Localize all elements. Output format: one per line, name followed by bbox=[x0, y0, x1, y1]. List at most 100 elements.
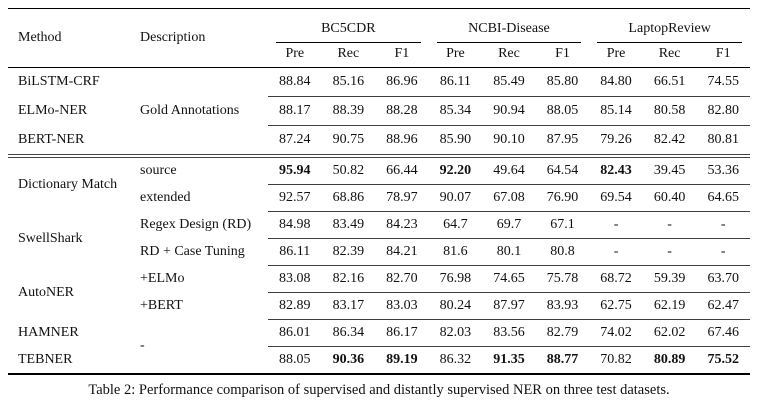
metric-cell: 83.17 bbox=[321, 292, 376, 320]
metric-cell: 83.49 bbox=[321, 211, 376, 239]
metric-cell: 80.24 bbox=[428, 292, 483, 320]
metric-cell: 62.02 bbox=[642, 319, 697, 347]
col-header-pre-ncbi: Pre bbox=[428, 43, 483, 68]
table-row: Dictionary Match source 95.94 50.82 66.44 92.… bbox=[8, 156, 750, 192]
table-row: HAMNER - 86.01 86.34 86.17 82.03 83.56 82.79 74.… bbox=[8, 319, 750, 353]
metric-cell: 82.89 bbox=[268, 292, 322, 320]
metric-cell: 92.57 bbox=[268, 184, 322, 212]
metric-cell: 87.97 bbox=[482, 292, 536, 320]
metric-cell: 87.95 bbox=[535, 125, 590, 158]
metric-cell: 70.82 bbox=[589, 346, 643, 374]
metric-cell: 68.86 bbox=[321, 184, 376, 212]
method-cell: ELMo-NER bbox=[18, 103, 88, 118]
table-row: TEBNER 88.05 90.36 89.19 86.32 91.35 88.77 70.8… bbox=[8, 346, 750, 374]
metric-cell: 68.72 bbox=[589, 265, 643, 293]
description-cell: Regex Design (RD) bbox=[140, 217, 252, 232]
metric-cell: 83.03 bbox=[375, 292, 429, 320]
metric-cell: 67.46 bbox=[696, 319, 750, 347]
metric-cell: 64.54 bbox=[546, 163, 579, 178]
metric-cell: 95.94 bbox=[279, 163, 311, 178]
metric-cell: 85.14 bbox=[589, 96, 643, 126]
metric-cell: 69.7 bbox=[482, 211, 536, 239]
method-cell: HAMNER bbox=[18, 325, 79, 340]
metric-cell: 59.39 bbox=[642, 265, 697, 293]
metric-cell: 86.34 bbox=[321, 319, 376, 347]
metric-cell: 85.80 bbox=[546, 74, 579, 89]
method-cell: BiLSTM-CRF bbox=[18, 74, 100, 90]
method-cell: SwellShark bbox=[18, 230, 83, 246]
col-group-ncbi-disease: NCBI-Disease bbox=[429, 9, 590, 43]
metric-cell: 85.16 bbox=[332, 74, 365, 89]
col-header-rec-bc5cdr: Rec bbox=[321, 43, 376, 68]
metric-cell: 67.08 bbox=[482, 184, 536, 212]
metric-cell: 76.98 bbox=[428, 265, 483, 293]
col-header-pre-laptop: Pre bbox=[589, 43, 643, 68]
description-cell: +BERT bbox=[140, 298, 183, 313]
metric-cell: 86.11 bbox=[439, 74, 471, 89]
metric-cell: 74.65 bbox=[482, 265, 536, 293]
metric-cell: 76.90 bbox=[535, 184, 590, 212]
metric-cell: 88.84 bbox=[279, 74, 311, 89]
metric-cell: 74.02 bbox=[589, 319, 643, 347]
metric-cell: 64.65 bbox=[696, 184, 750, 212]
group-header-row: Method Description BC5CDR NCBI-Disease L… bbox=[8, 8, 750, 68]
table-row: AutoNER +ELMo 83.08 82.16 82.70 76.98 74.65 75.… bbox=[8, 265, 750, 300]
metric-cell: 60.40 bbox=[642, 184, 697, 212]
metric-cell: 69.54 bbox=[589, 184, 643, 212]
metric-cell: 90.07 bbox=[428, 184, 483, 212]
col-header-method: Method bbox=[8, 8, 135, 68]
metric-cell: 90.94 bbox=[482, 96, 536, 126]
metric-cell: 49.64 bbox=[493, 163, 525, 178]
metric-cell: 82.79 bbox=[535, 319, 590, 347]
metric-cell: 88.28 bbox=[375, 96, 429, 126]
metric-cell: 62.47 bbox=[696, 292, 750, 320]
metric-cell: 82.43 bbox=[600, 163, 632, 178]
col-header-f1-laptop: F1 bbox=[696, 43, 750, 68]
metric-cell: 85.90 bbox=[428, 125, 483, 158]
metric-cell: 84.80 bbox=[600, 74, 632, 89]
metric-cell: 82.39 bbox=[321, 238, 376, 266]
metric-cell: 83.08 bbox=[268, 265, 322, 293]
metric-cell: 83.93 bbox=[535, 292, 590, 320]
metric-cell: 62.75 bbox=[589, 292, 643, 320]
metric-cell: 88.05 bbox=[535, 96, 590, 126]
metric-cell: 87.24 bbox=[268, 125, 322, 158]
metric-cell: 92.20 bbox=[439, 163, 472, 178]
results-table: Method Description BC5CDR NCBI-Disease L… bbox=[8, 8, 750, 375]
metric-cell: 84.21 bbox=[375, 238, 429, 266]
metric-cell: 82.16 bbox=[321, 265, 376, 293]
method-cell: AutoNER bbox=[18, 284, 74, 300]
table-row: extended 92.57 68.86 78.97 90.07 67.08 76.90 69… bbox=[8, 184, 750, 212]
metric-cell: 74.55 bbox=[707, 74, 739, 89]
metric-cell: 62.19 bbox=[642, 292, 697, 320]
metric-cell: 86.17 bbox=[375, 319, 429, 347]
col-group-bc5cdr-label: BC5CDR bbox=[276, 21, 421, 43]
metric-cell: 75.52 bbox=[696, 346, 750, 374]
col-group-ncbi-disease-label: NCBI-Disease bbox=[436, 21, 582, 43]
method-cell: TEBNER bbox=[18, 351, 73, 367]
table-row: +BERT 82.89 83.17 83.03 80.24 87.97 83.93 62.75… bbox=[8, 292, 750, 320]
table-header: Method Description BC5CDR NCBI-Disease L… bbox=[8, 8, 750, 68]
metric-cell: 53.36 bbox=[707, 163, 739, 178]
col-header-f1-ncbi: F1 bbox=[535, 43, 590, 68]
method-cell: BERT-NER bbox=[8, 125, 135, 158]
metric-cell: 50.82 bbox=[332, 163, 365, 178]
col-header-f1-bc5cdr: F1 bbox=[375, 43, 429, 68]
metric-cell: 90.10 bbox=[482, 125, 536, 158]
metric-header-row: Pre Rec F1 Pre Rec F1 Pre Rec F1 bbox=[8, 43, 750, 68]
col-group-laptopreview-label: LaptopReview bbox=[597, 21, 742, 43]
metric-cell: 86.32 bbox=[428, 346, 483, 374]
metric-cell: 64.7 bbox=[428, 211, 483, 239]
metric-cell: 82.03 bbox=[428, 319, 483, 347]
metric-cell: 67.1 bbox=[535, 211, 590, 239]
metric-cell: 85.49 bbox=[493, 74, 525, 89]
table-row: BiLSTM-CRF Gold Annotations 88.84 85.16 86.9… bbox=[8, 67, 750, 158]
method-cell: Dictionary Match bbox=[18, 176, 118, 192]
metric-cell: 88.05 bbox=[268, 346, 322, 374]
metric-cell: 81.6 bbox=[428, 238, 483, 266]
metric-cell: 90.36 bbox=[321, 346, 376, 374]
metric-cell: 80.81 bbox=[696, 125, 750, 158]
col-group-bc5cdr: BC5CDR bbox=[268, 9, 429, 43]
metric-cell: 88.39 bbox=[321, 96, 376, 126]
col-header-rec-ncbi: Rec bbox=[482, 43, 536, 68]
